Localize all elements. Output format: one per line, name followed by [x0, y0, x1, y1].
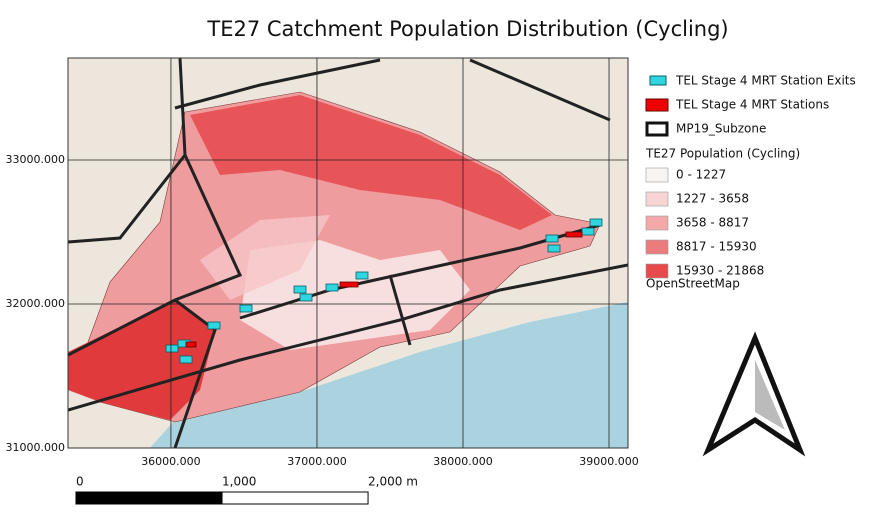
- map-frame: [67, 57, 629, 449]
- legend-swatch: [645, 263, 669, 279]
- sea: [150, 302, 628, 448]
- north-arrow-hatch: [755, 360, 785, 430]
- legend-swatch: [645, 215, 669, 231]
- axes: 36000.000 37000.000 38000.000 39000.000 3100…: [6, 153, 639, 468]
- catchment-high: [68, 300, 215, 420]
- legend: TEL Stage 4 MRT Station Exits TEL Stage …: [645, 74, 856, 291]
- north-arrow: [702, 331, 806, 457]
- y-tick-label: 31000.000: [6, 441, 66, 454]
- legend-label: 1227 - 3658: [676, 192, 749, 206]
- legend-label: MP19_Subzone: [676, 122, 766, 136]
- legend-group-title: TE27 Population (Cycling): [645, 147, 800, 161]
- legend-label: 3658 - 8817: [676, 216, 749, 230]
- x-tick-label: 37000.000: [287, 455, 347, 468]
- y-tick-label: 33000.000: [6, 153, 66, 166]
- legend-label: TEL Stage 4 MRT Station Exits: [675, 74, 856, 88]
- station-exits: [165, 218, 603, 364]
- title: TE27 Catchment Population Distribution (…: [206, 17, 728, 41]
- scale-segment: [221, 491, 369, 505]
- map-body: [68, 58, 628, 448]
- catchment-high: [190, 95, 552, 230]
- x-tick-label: 36000.000: [141, 455, 201, 468]
- scale-segment: [75, 491, 223, 505]
- x-tick-label: 39000.000: [579, 455, 639, 468]
- y-tick-label: 32000.000: [6, 297, 66, 310]
- scale-label: 1,000: [222, 475, 256, 489]
- legend-swatch: [645, 121, 669, 137]
- scale-label: 2,000 m: [368, 475, 418, 489]
- legend-label: 0 - 1227: [676, 168, 726, 182]
- scale-label: 0: [76, 475, 84, 489]
- legend-label: 15930 - 21868: [676, 264, 764, 278]
- stations: [185, 231, 583, 348]
- legend-swatch: [645, 167, 669, 183]
- legend-swatch: [649, 75, 667, 86]
- legend-swatch: [645, 191, 669, 207]
- x-tick-label: 38000.000: [433, 455, 493, 468]
- legend-swatch: [645, 239, 669, 255]
- scale-bar: 0 1,000 2,000 m: [75, 475, 418, 505]
- legend-swatch: [645, 98, 669, 112]
- grid: [68, 58, 628, 448]
- legend-basemap: OpenStreetMap: [646, 277, 740, 291]
- legend-label: 8817 - 15930: [676, 240, 757, 254]
- legend-label: TEL Stage 4 MRT Stations: [675, 98, 829, 112]
